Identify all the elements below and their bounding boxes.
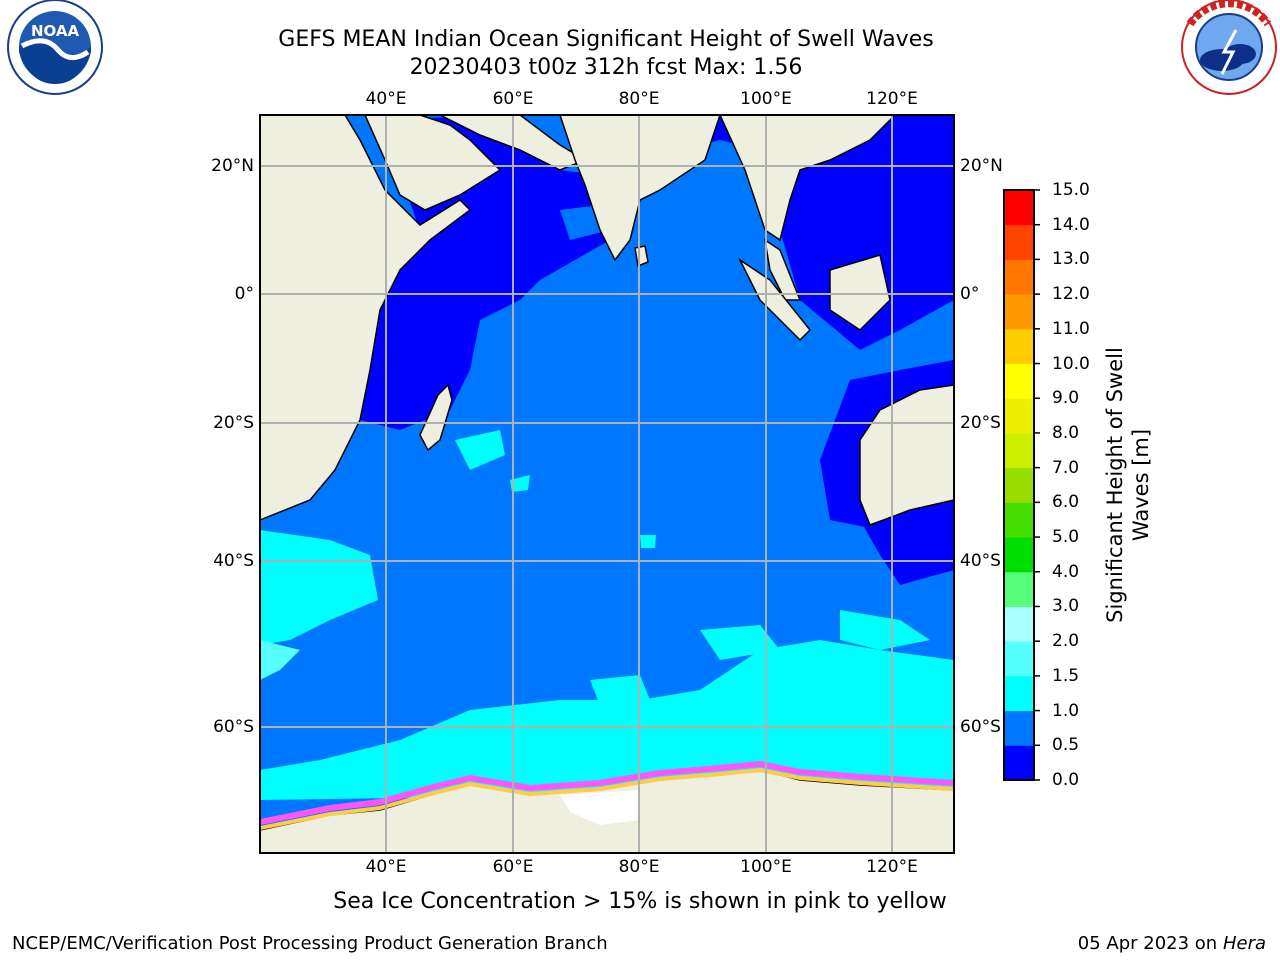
colorbar-tick-label: 12.0 xyxy=(1052,284,1090,305)
colorbar-tick-label: 5.0 xyxy=(1052,527,1080,548)
colorbar-swatch xyxy=(1004,294,1034,330)
lat-label-left: 20°S xyxy=(213,413,254,433)
colorbar-swatch xyxy=(1004,537,1034,573)
run-date: 05 Apr 2023 on xyxy=(1077,933,1218,954)
colorbar-swatch xyxy=(1004,675,1034,712)
chart-subtitle: 20230403 t00z 312h fcst Max: 1.56 xyxy=(409,55,803,80)
producer-credit: NCEP/EMC/Verification Post Processing Pr… xyxy=(12,933,608,954)
colorbar-tick-label: 1.0 xyxy=(1052,700,1080,721)
lon-label-bottom: 60°E xyxy=(492,857,534,877)
colorbar-swatch xyxy=(1004,467,1034,503)
lat-label-right: 0° xyxy=(960,284,980,304)
colorbar-swatch xyxy=(1004,398,1034,434)
noaa-logo-text: NOAA xyxy=(31,22,80,40)
colorbar-swatch xyxy=(1004,502,1034,538)
colorbar-swatch xyxy=(1004,432,1034,469)
colorbar-tick-label: 9.0 xyxy=(1052,388,1080,409)
colorbar-tick-label: 14.0 xyxy=(1052,214,1090,235)
colorbar-tick-label: 4.0 xyxy=(1052,561,1080,582)
colorbar-tick-label: 6.0 xyxy=(1052,492,1080,513)
sea-ice-band xyxy=(260,760,954,830)
colorbar-swatch xyxy=(1004,745,1034,781)
lon-label-top: 100°E xyxy=(740,89,792,109)
lon-label-bottom: 80°E xyxy=(618,857,660,877)
lon-label-bottom: 100°E xyxy=(740,857,792,877)
lat-label-right: 60°S xyxy=(960,717,1001,737)
nws-logo xyxy=(1181,0,1277,95)
lat-label-left: 40°S xyxy=(213,551,254,571)
colorbar-frame xyxy=(1003,189,1035,781)
map-area xyxy=(260,115,954,853)
colorbar-swatch xyxy=(1004,606,1034,642)
colorbar-tick-label: 0.0 xyxy=(1052,770,1080,790)
colorbar xyxy=(1003,189,1040,781)
lat-label-right: 40°S xyxy=(960,551,1001,571)
lat-label-right: 20°N xyxy=(960,156,1003,176)
colorbar-tick-label: 11.0 xyxy=(1052,318,1090,339)
colorbar-swatch xyxy=(1004,190,1034,226)
lat-label-left: 20°N xyxy=(211,156,254,176)
colorbar-swatch xyxy=(1004,571,1034,607)
colorbar-tick-label: 1.5 xyxy=(1052,665,1080,686)
colorbar-swatch xyxy=(1004,710,1034,746)
colorbar-tick-label: 2.0 xyxy=(1052,631,1080,652)
colorbar-swatch xyxy=(1004,363,1034,399)
map-frame xyxy=(259,114,955,854)
lat-label-left: 60°S xyxy=(213,717,254,737)
lon-label-top: 80°E xyxy=(618,89,660,109)
colorbar-tick-label: 10.0 xyxy=(1052,353,1090,374)
colorbar-swatch xyxy=(1004,641,1034,677)
lon-label-bottom: 120°E xyxy=(866,857,918,877)
host-name: Hera xyxy=(1222,933,1266,954)
sea-ice-note: Sea Ice Concentration > 15% is shown in … xyxy=(333,889,947,914)
lon-label-bottom: 40°E xyxy=(365,857,407,877)
lat-label-right: 20°S xyxy=(960,413,1001,433)
colorbar-swatch xyxy=(1004,259,1034,295)
colorbar-tick-label: 0.5 xyxy=(1052,735,1080,756)
colorbar-tick-label: 15.0 xyxy=(1052,180,1090,200)
colorbar-title: Significant Height of Swell Waves [m] xyxy=(1103,347,1153,623)
swell-band-regions xyxy=(260,430,954,800)
colorbar-tick-label: 3.0 xyxy=(1052,596,1080,617)
colorbar-tick-label: 8.0 xyxy=(1052,422,1080,443)
lon-label-top: 60°E xyxy=(492,89,534,109)
colorbar-swatch xyxy=(1004,328,1034,365)
colorbar-tick-label: 13.0 xyxy=(1052,249,1090,270)
lon-label-top: 40°E xyxy=(365,89,407,109)
noaa-logo: NOAA xyxy=(7,0,103,95)
chart-title: GEFS MEAN Indian Ocean Significant Heigh… xyxy=(278,27,934,52)
lat-label-left: 0° xyxy=(234,284,254,304)
colorbar-tick-label: 7.0 xyxy=(1052,457,1080,478)
lon-label-top: 120°E xyxy=(866,89,918,109)
run-date-host: 05 Apr 2023 on Hera xyxy=(1078,933,1266,954)
colorbar-swatch xyxy=(1004,224,1034,260)
grid-lines xyxy=(260,115,954,853)
